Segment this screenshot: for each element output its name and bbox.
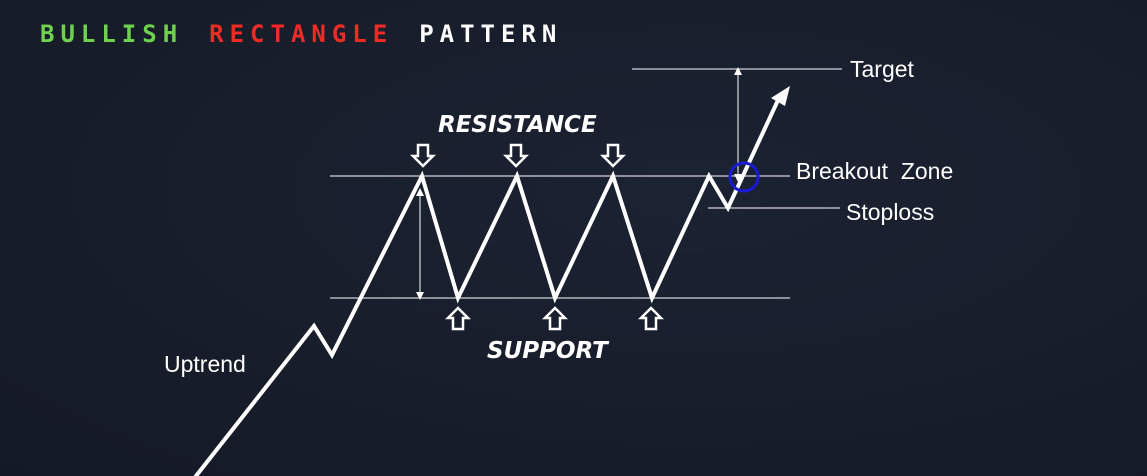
breakout-arrow-head	[771, 86, 790, 106]
uptrend-label: Uptrend	[164, 351, 246, 377]
support-arrow-1	[444, 306, 472, 331]
breakout-zone-label: Breakout Zone	[796, 158, 953, 184]
resistance-arrow-2	[502, 143, 530, 168]
price-path	[194, 96, 781, 476]
target-label: Target	[850, 56, 915, 82]
support-arrow-3	[637, 306, 665, 331]
diagram-title: BULLISH RECTANGLE PATTERN	[40, 20, 588, 48]
title-word-bullish: BULLISH	[40, 20, 184, 48]
support-arrow-2	[541, 306, 569, 331]
resistance-label: RESISTANCE	[438, 112, 597, 138]
resistance-arrow-3	[599, 143, 627, 168]
title-word-pattern: PATTERN	[419, 20, 563, 48]
stoploss-label: Stoploss	[846, 199, 934, 225]
support-label: SUPPORT	[487, 338, 610, 364]
breakout-circle	[728, 161, 760, 193]
title-word-rectangle: RECTANGLE	[209, 20, 394, 48]
resistance-arrow-1	[409, 143, 437, 168]
